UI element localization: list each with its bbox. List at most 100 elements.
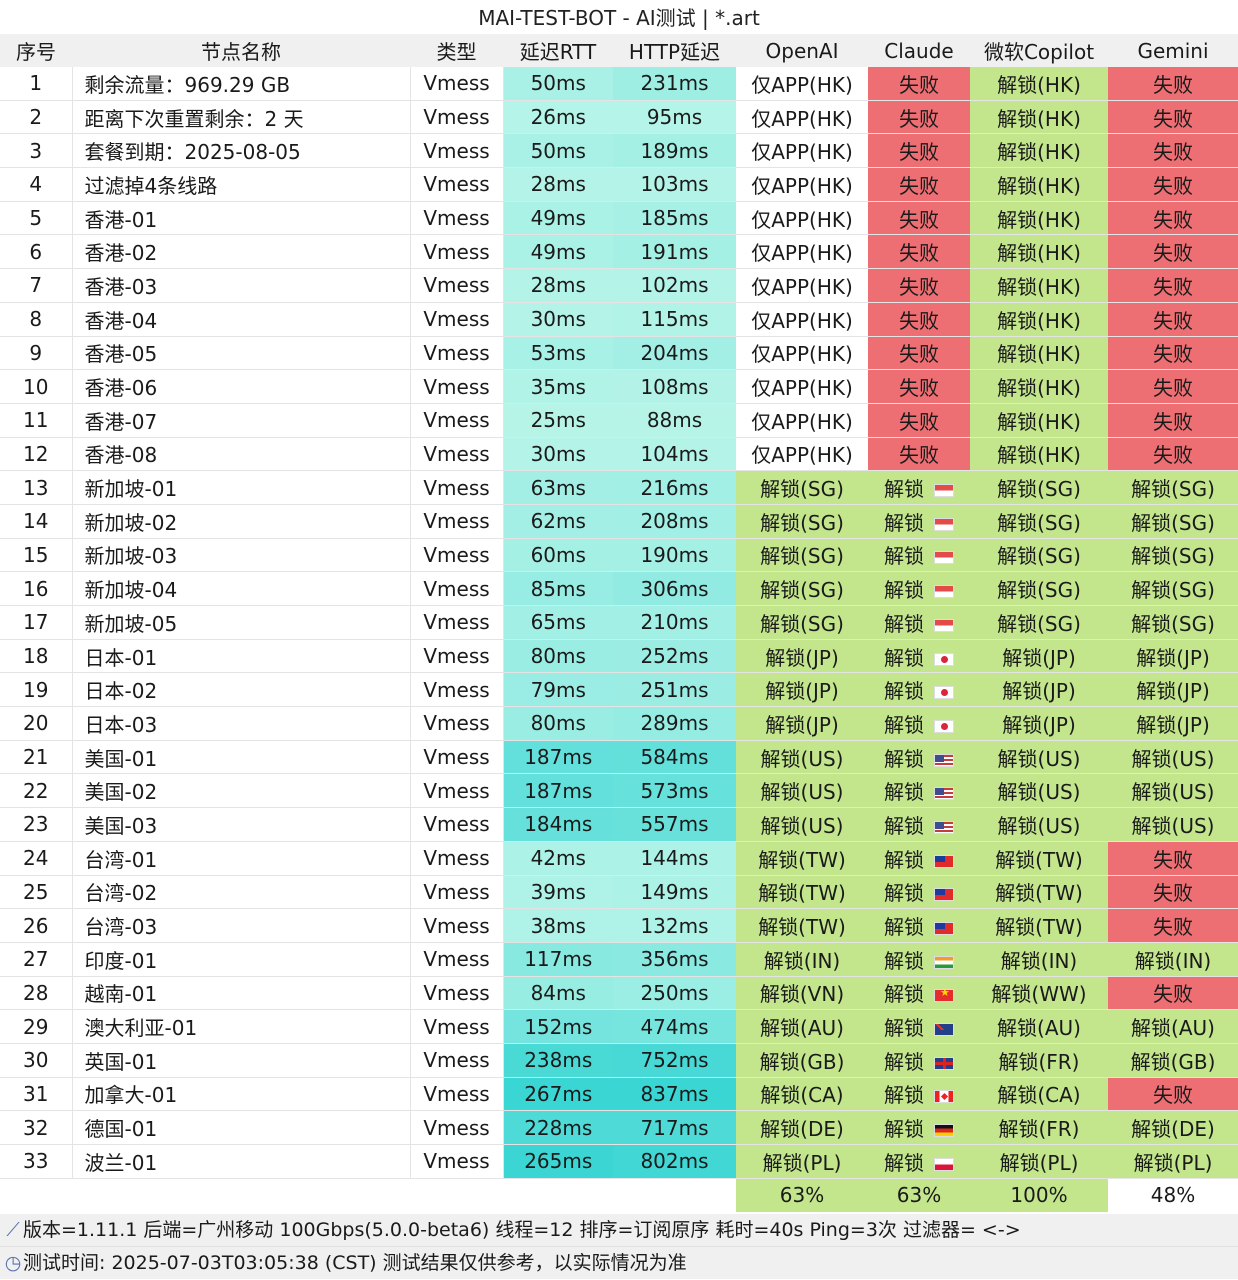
copilot-status: 解锁(HK) (970, 100, 1108, 135)
rtt-cell: 117ms (503, 942, 613, 977)
node-name: 新加坡-03 (72, 538, 411, 573)
row-index: 31 (0, 1077, 73, 1112)
copilot-status: 解锁(JP) (970, 672, 1108, 708)
openai-status: 解锁(CA) (736, 1077, 868, 1112)
node-name: 日本-03 (72, 706, 411, 741)
node-name: 香港-07 (72, 403, 411, 438)
claude-status: 失败 (868, 369, 970, 404)
gemini-status: 失败 (1108, 369, 1238, 404)
rtt-cell: 39ms (503, 875, 613, 910)
flag-sg-icon (934, 585, 954, 599)
rtt-cell: 30ms (503, 437, 613, 472)
row-index: 23 (0, 807, 73, 842)
copilot-status: 解锁(HK) (970, 201, 1108, 236)
claude-status-text: 解锁 (884, 1083, 924, 1108)
claude-status-text: 失败 (899, 274, 939, 299)
flag-gb-icon (934, 1056, 954, 1070)
claude-status: 解锁 (868, 470, 970, 505)
table-row: 14 新加坡-02 Vmess 62ms 208ms 解锁(SG) 解锁 解锁(SG) 解锁(S… (0, 504, 1238, 539)
openai-status: 解锁(GB) (736, 1043, 868, 1078)
http-cell: 584ms (613, 740, 736, 775)
rtt-cell: 187ms (503, 773, 613, 809)
table-row: 6 香港-02 Vmess 49ms 191ms 仅APP(HK) 失败 解锁(HK) 失败 (0, 234, 1238, 270)
node-name: 美国-03 (72, 807, 411, 842)
copilot-status: 解锁(HK) (970, 67, 1108, 101)
col-header-index: 序号 (0, 34, 72, 67)
clock-icon: ◷ (4, 1252, 22, 1274)
node-type: Vmess (410, 942, 504, 977)
flag-tw-icon (934, 854, 954, 868)
claude-status-text: 解锁 (884, 510, 924, 535)
openai-status: 解锁(US) (736, 807, 868, 842)
gemini-status: 解锁(US) (1108, 773, 1238, 809)
row-index: 8 (0, 302, 73, 337)
openai-status: 解锁(SG) (736, 470, 868, 505)
flag-sg-icon (934, 484, 954, 498)
node-name: 香港-05 (72, 336, 411, 371)
col-header-name: 节点名称 (72, 34, 410, 67)
row-index: 20 (0, 706, 73, 741)
http-cell: 115ms (613, 302, 736, 337)
http-cell: 102ms (613, 268, 736, 303)
claude-status-text: 解锁 (884, 544, 924, 569)
row-index: 24 (0, 841, 73, 876)
row-index: 12 (0, 437, 73, 472)
gemini-status: 失败 (1108, 1077, 1238, 1112)
claude-status-text: 失败 (899, 173, 939, 198)
node-type: Vmess (410, 369, 504, 404)
claude-status-text: 解锁 (884, 746, 924, 771)
rtt-cell: 28ms (503, 268, 613, 303)
claude-status-text: 失败 (899, 376, 939, 401)
flag-us-icon (934, 787, 954, 801)
flag-pl-icon (934, 1157, 954, 1171)
row-index: 11 (0, 403, 73, 438)
row-index: 7 (0, 268, 73, 303)
node-name: 台湾-01 (72, 841, 411, 876)
gemini-status: 失败 (1108, 302, 1238, 337)
node-type: Vmess (410, 706, 504, 741)
claude-status-text: 解锁 (884, 1049, 924, 1074)
col-header-rtt: 延迟RTT (503, 34, 613, 67)
table-row: 7 香港-03 Vmess 28ms 102ms 仅APP(HK) 失败 解锁(HK) 失败 (0, 268, 1238, 303)
node-name: 香港-01 (72, 201, 411, 236)
table-row: 11 香港-07 Vmess 25ms 88ms 仅APP(HK) 失败 解锁(HK) 失败 (0, 403, 1238, 438)
claude-status-text: 失败 (899, 106, 939, 131)
claude-status-text: 解锁 (884, 881, 924, 906)
node-name: 新加坡-01 (72, 470, 411, 505)
gemini-status: 解锁(JP) (1108, 672, 1238, 708)
row-index: 1 (0, 67, 73, 101)
claude-status-text: 解锁 (884, 982, 924, 1007)
claude-status-text: 失败 (899, 140, 939, 165)
http-cell: 356ms (613, 942, 736, 977)
node-name: 英国-01 (72, 1043, 411, 1078)
node-name: 德国-01 (72, 1110, 411, 1145)
http-cell: 474ms (613, 1009, 736, 1044)
rtt-cell: 238ms (503, 1043, 613, 1078)
table-row: 13 新加坡-01 Vmess 63ms 216ms 解锁(SG) 解锁 解锁(SG) 解锁(S… (0, 470, 1238, 505)
openai-status: 仅APP(HK) (736, 336, 868, 371)
node-name: 套餐到期：2025-08-05 (72, 133, 411, 169)
flag-in-icon (934, 955, 954, 969)
copilot-status: 解锁(US) (970, 807, 1108, 842)
openai-status: 解锁(JP) (736, 639, 868, 674)
openai-status: 解锁(TW) (736, 875, 868, 910)
time-text: 测试时间: 2025-07-03T03:05:38 (CST) 测试结果仅供参考… (23, 1252, 687, 1274)
claude-status: 解锁 (868, 773, 970, 809)
copilot-status: 解锁(FR) (970, 1043, 1108, 1078)
total-copilot: 100% (970, 1178, 1108, 1212)
claude-status-text: 解锁 (884, 712, 924, 737)
table-row: 24 台湾-01 Vmess 42ms 144ms 解锁(TW) 解锁 解锁(TW) 失败 (0, 841, 1238, 876)
node-type: Vmess (410, 1144, 504, 1179)
table-row: 30 英国-01 Vmess 238ms 752ms 解锁(GB) 解锁 解锁(FR) 解锁(G… (0, 1043, 1238, 1078)
rtt-cell: 28ms (503, 167, 613, 202)
row-index: 15 (0, 538, 73, 573)
gemini-status: 失败 (1108, 437, 1238, 472)
row-index: 29 (0, 1009, 73, 1044)
claude-status-text: 失败 (899, 443, 939, 468)
node-name: 澳大利亚-01 (72, 1009, 411, 1044)
node-name: 香港-02 (72, 234, 411, 270)
node-type: Vmess (410, 268, 504, 303)
claude-status-text: 解锁 (884, 813, 924, 838)
claude-status: 解锁 (868, 605, 970, 640)
gemini-status: 失败 (1108, 841, 1238, 876)
